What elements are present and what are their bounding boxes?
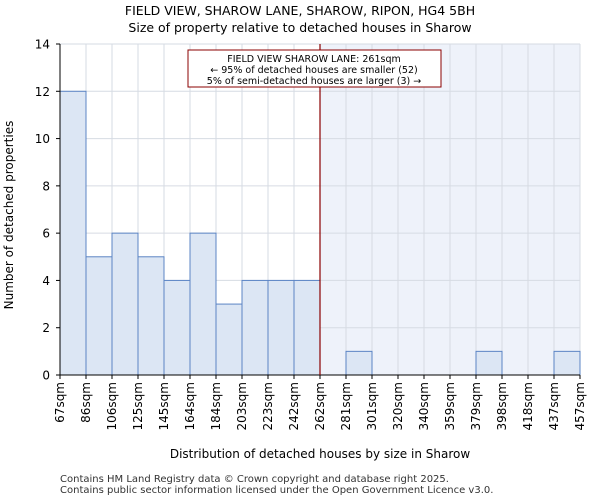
x-tick-label: 125sqm <box>131 382 145 430</box>
bar-145sqm <box>163 279 191 376</box>
y-tick-label: 0 <box>42 369 50 383</box>
x-tick-label: 184sqm <box>209 382 223 430</box>
footer-line-2: Contains public sector information licen… <box>60 485 494 496</box>
bar-437sqm <box>553 350 581 376</box>
x-tick-label: 242sqm <box>287 382 301 430</box>
y-tick-label: 6 <box>42 227 50 241</box>
annotation-box <box>187 49 442 88</box>
annotation-line-2: ← 95% of detached houses are smaller (52… <box>210 65 417 76</box>
y-tick-label: 10 <box>35 132 50 146</box>
x-axis-label: Distribution of detached houses by size … <box>170 447 470 461</box>
bar-86sqm <box>85 256 113 376</box>
bar-184sqm <box>215 303 243 376</box>
x-tick-label: 379sqm <box>469 382 483 430</box>
x-tick-label: 320sqm <box>391 382 405 430</box>
annotation-line-3: 5% of semi-detached houses are larger (3… <box>207 76 421 87</box>
y-tick-label: 4 <box>42 274 50 288</box>
x-tick-label: 437sqm <box>547 382 561 430</box>
bar-223sqm <box>267 279 295 376</box>
bar-379sqm <box>475 350 503 376</box>
x-tick-label: 340sqm <box>417 382 431 430</box>
x-tick-label: 418sqm <box>521 382 535 430</box>
x-tick-label: 262sqm <box>313 382 327 430</box>
chart-title: FIELD VIEW, SHAROW LANE, SHAROW, RIPON, … <box>124 3 476 18</box>
bar-281sqm <box>345 350 373 376</box>
x-tick-label: 301sqm <box>365 382 379 430</box>
y-tick-label: 2 <box>42 321 50 335</box>
annotation-line-1: FIELD VIEW SHAROW LANE: 261sqm <box>227 54 400 65</box>
bar-164sqm <box>189 232 217 376</box>
x-tick-label: 86sqm <box>79 382 93 423</box>
y-tick-label: 12 <box>35 85 50 99</box>
chart-subtitle: Size of property relative to detached ho… <box>128 20 472 35</box>
x-tick-label: 281sqm <box>339 382 353 430</box>
x-tick-label: 203sqm <box>235 382 249 430</box>
bar-125sqm <box>137 256 165 376</box>
x-tick-label: 457sqm <box>573 382 587 430</box>
x-tick-label: 164sqm <box>183 382 197 430</box>
y-tick-label: 14 <box>35 38 50 52</box>
y-tick-label: 8 <box>42 179 50 193</box>
x-tick-label: 359sqm <box>443 382 457 430</box>
y-axis-label: Number of detached properties <box>2 121 16 310</box>
bar-106sqm <box>111 232 139 376</box>
footer-line-1: Contains HM Land Registry data © Crown c… <box>60 474 449 485</box>
bar-203sqm <box>241 279 269 376</box>
x-tick-label: 398sqm <box>495 382 509 430</box>
x-tick-label: 223sqm <box>261 382 275 430</box>
bar-67sqm <box>59 90 87 376</box>
x-tick-label: 106sqm <box>105 382 119 430</box>
x-tick-label: 67sqm <box>53 382 67 423</box>
x-tick-label: 145sqm <box>157 382 171 430</box>
bar-242sqm <box>293 279 321 376</box>
